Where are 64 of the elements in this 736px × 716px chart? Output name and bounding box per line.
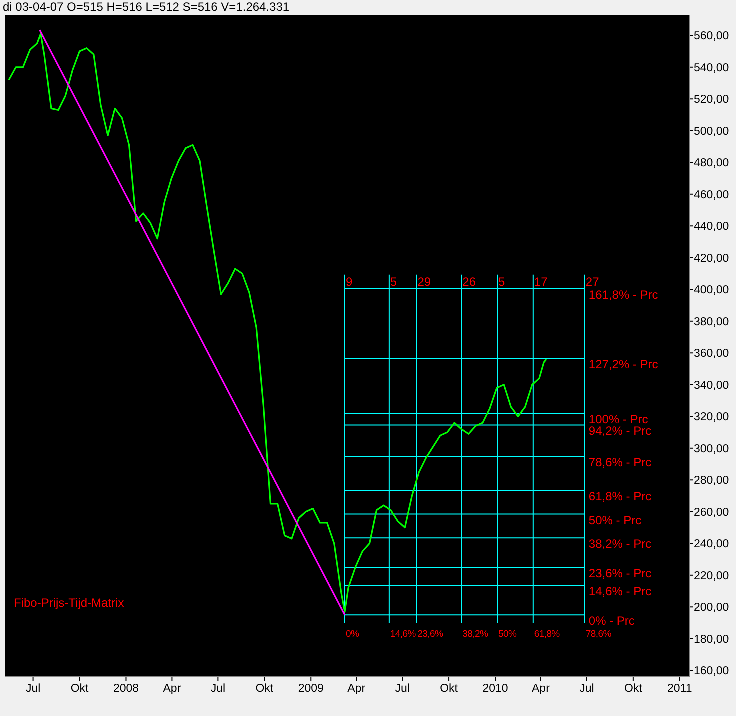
x-tick-label: Okt [70, 683, 90, 695]
y-tick-label: 200,00 [694, 602, 730, 614]
y-tick-label: 180,00 [694, 634, 730, 646]
ref-line-label: 27 [586, 274, 600, 289]
ref-line-label: 14,6% - Prc [588, 584, 652, 599]
y-tick-label: 160,00 [694, 666, 730, 678]
x-tick-label: Jul [580, 683, 594, 695]
x-tick-label: Apr [532, 683, 550, 695]
ref-line-label: 94,2% - Prc [588, 424, 652, 438]
y-tick-label: 440,00 [694, 221, 730, 234]
ref-line-label: 5 [390, 274, 398, 289]
ref-line-label: 5 [498, 274, 506, 289]
x-tick-label: Apr [348, 683, 366, 695]
x-tick-label: 2010 [482, 683, 508, 695]
annotation: 38,2% [462, 629, 489, 640]
x-tick-label: Okt [440, 683, 459, 695]
text: di 03-04-07 O=515 H=516 L=512 S=516 V=1.264.331 [3, 0, 290, 14]
annotation: 78,6% [586, 629, 612, 640]
x-tick-label: Jul [26, 683, 41, 695]
x-tick-label: Jul [210, 683, 226, 695]
x-tick-label: Okt [256, 683, 274, 695]
ref-line-label: 0% - Prc [588, 614, 635, 628]
y-tick-label: 420,00 [694, 252, 730, 265]
x-tick-label: 2009 [298, 683, 324, 695]
ref-line-label: 38,2% - Prc [588, 537, 652, 552]
annotation: 0% [346, 629, 360, 640]
y-tick-label: 520,00 [694, 94, 730, 106]
y-tick-label: 480,00 [694, 158, 730, 170]
y-tick-label: 240,00 [694, 538, 730, 551]
ref-line-label: 127,2% - Prc [588, 358, 658, 372]
x-tick-label: Okt [624, 683, 644, 695]
x-tick-label: Jul [395, 683, 410, 695]
annotation: 50% [498, 629, 518, 640]
y-tick-label: 360,00 [694, 348, 730, 360]
annotation: 61,8% [534, 629, 561, 640]
ref-line-label: 9 [346, 274, 353, 289]
line-series [8, 33, 548, 613]
y-tick-label: 500,00 [694, 126, 730, 138]
y-tick-label: 300,00 [694, 443, 730, 456]
y-tick-label: 220,00 [694, 570, 730, 582]
y-tick-label: 320,00 [694, 412, 730, 424]
annotation: 23,6% [418, 629, 444, 640]
ref-line-label: 23,6% - Prc [588, 566, 652, 580]
ref-line-label: 78,6% - Prc [588, 456, 652, 470]
y-tick-label: 380,00 [694, 316, 730, 328]
y-tick-label: 460,00 [694, 189, 730, 202]
ref-line-label: 50% - Prc [588, 513, 642, 528]
y-tick-label: 260,00 [694, 506, 730, 519]
y-tick-label: 280,00 [694, 475, 730, 488]
y-tick-label: 560,00 [694, 30, 730, 43]
y-tick-label: 400,00 [694, 284, 730, 297]
ref-line-label: 29 [418, 274, 432, 289]
y-tick-label: 540,00 [694, 62, 730, 74]
x-tick-label: 2008 [113, 683, 140, 695]
ref-line-label: 17 [534, 274, 548, 289]
ref-line-label: 161,8% - Prc [588, 288, 658, 302]
ref-line-label: 26 [462, 274, 476, 289]
ref-line-label: 100% - Prc [588, 412, 648, 426]
y-tick-label: 340,00 [694, 380, 730, 392]
annotation: Fibo-Prijs-Tijd-Matrix [14, 596, 124, 610]
x-tick-label: 2011 [668, 683, 692, 695]
ref-line-label: 61,8% - Prc [588, 489, 652, 504]
x-tick-label: Apr [163, 683, 182, 695]
annotation: 14,6% [390, 629, 417, 640]
